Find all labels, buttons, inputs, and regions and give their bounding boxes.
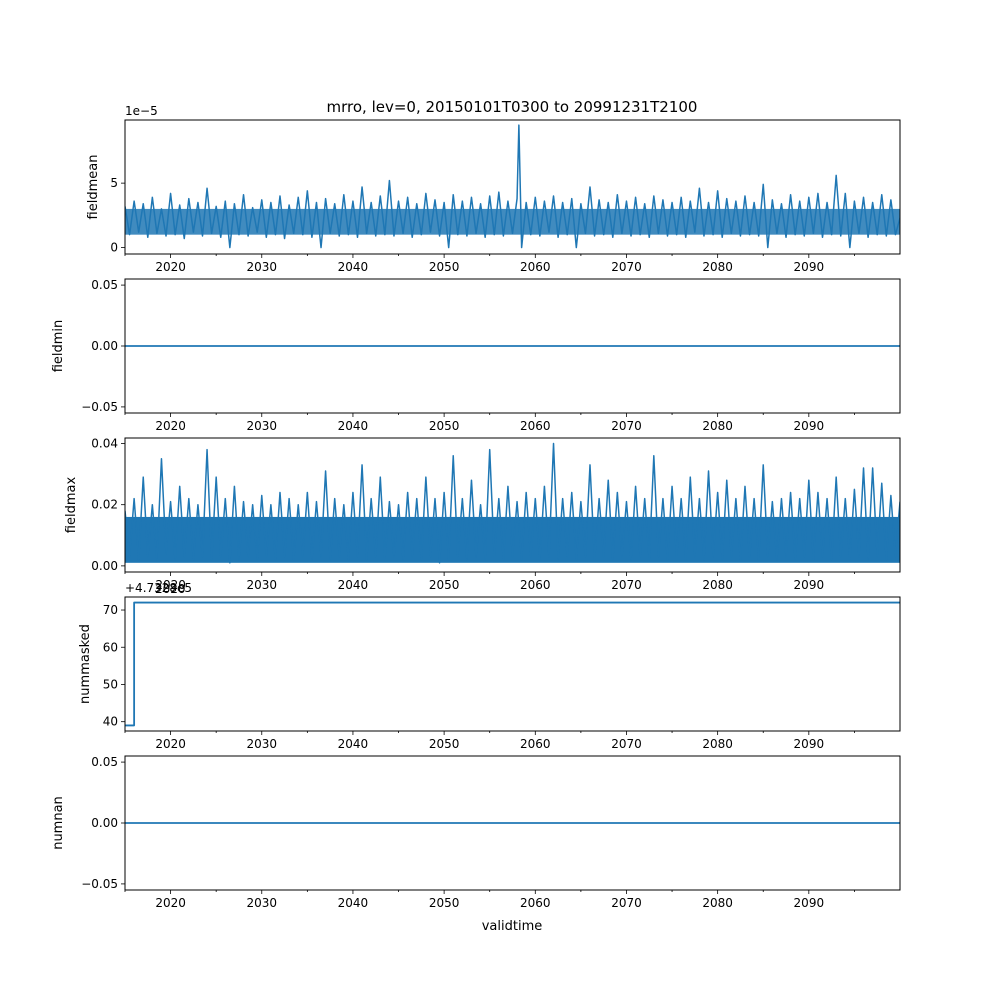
x-tick-label: 2080 (702, 260, 733, 274)
x-tick-label: 2060 (520, 896, 551, 910)
y-tick-label: −0.05 (81, 877, 118, 891)
x-tick-label: 2070 (611, 737, 642, 751)
fieldmin-y-label: fieldmin (51, 320, 66, 373)
x-tick-label: 2040 (338, 896, 369, 910)
x-tick-label: 2030 (246, 737, 277, 751)
x-tick-label: 2020 (155, 260, 186, 274)
x-tick-label: 2090 (794, 419, 825, 433)
fieldmean-data (125, 124, 900, 249)
x-tick-label: 2020 (155, 896, 186, 910)
figure-title: mrro, lev=0, 20150101T0300 to 20991231T2… (327, 98, 698, 116)
fieldmax-y-label: fieldmax (64, 477, 79, 534)
x-tick-label: 2020 (155, 737, 186, 751)
x-tick-label: 2070 (611, 419, 642, 433)
x-tick-label: 2090 (794, 578, 825, 592)
x-tick-label: 2070 (611, 896, 642, 910)
y-tick-label: 40 (103, 715, 118, 729)
fieldmax-panel: 2020 2030 2040 2050 2060 2070 2080 2090 0.00 0.02… (64, 437, 901, 592)
y-tick-label: 0.00 (91, 339, 118, 353)
x-tick-label: 2030 (246, 896, 277, 910)
x-axis-label: validtime (482, 919, 543, 934)
x-tick-label: 2020 (155, 578, 186, 592)
nummasked-axes-frame (124, 596, 901, 732)
x-tick-label: 2040 (338, 260, 369, 274)
fieldmean-y-label: fieldmean (86, 155, 101, 220)
fieldmean-offset-text: 1e−5 (125, 104, 158, 118)
y-tick-label: 0 (110, 241, 118, 255)
fieldmax-series-line (125, 442, 900, 564)
x-tick-label: 2090 (794, 737, 825, 751)
nummasked-x-offset-text: 2020 (155, 582, 186, 596)
x-tick-label: 2090 (794, 896, 825, 910)
x-tick-label: 2060 (520, 419, 551, 433)
y-tick-label: 0.02 (91, 498, 118, 512)
x-tick-label: 2050 (429, 419, 460, 433)
fieldmean-panel: 2020 2030 2040 2050 2060 2070 2080 2090 0 5 fieldm… (86, 104, 901, 274)
y-tick-label: 0.00 (91, 559, 118, 573)
x-tick-label: 2080 (702, 737, 733, 751)
nummasked-offset-text: +4.7328e5 (125, 581, 192, 595)
x-tick-label: 2050 (429, 896, 460, 910)
x-tick-label: 2050 (429, 578, 460, 592)
x-tick-label: 2070 (611, 260, 642, 274)
x-tick-label: 2060 (520, 260, 551, 274)
x-tick-label: 2080 (702, 578, 733, 592)
panels: 2020 2030 2040 2050 2060 2070 2080 2090 0 5 fieldm… (51, 104, 901, 910)
fieldmin-panel: 2020 2030 2040 2050 2060 2070 2080 2090 −0.05 0.0… (51, 278, 901, 433)
x-tick-label: 2060 (520, 737, 551, 751)
fieldmax-data (125, 442, 900, 564)
x-tick-label: 2050 (429, 737, 460, 751)
nummasked-series-line (125, 601, 900, 727)
nummasked-panel: 2020 2030 2040 2050 2060 2070 2080 2090 40 50 60 70… (78, 581, 901, 751)
numnan-y-label: numnan (51, 796, 66, 850)
x-tick-label: 2080 (702, 419, 733, 433)
nummasked-data (125, 601, 900, 727)
x-tick-label: 2040 (338, 419, 369, 433)
x-tick-label: 2050 (429, 260, 460, 274)
x-tick-label: 2040 (338, 737, 369, 751)
numnan-panel: 2020 2030 2040 2050 2060 2070 2080 2090 −0.05 0.0… (51, 755, 901, 910)
x-tick-label: 2030 (246, 260, 277, 274)
y-tick-label: 0.00 (91, 816, 118, 830)
y-tick-label: 50 (103, 677, 118, 691)
x-tick-label: 2060 (520, 578, 551, 592)
x-tick-label: 2090 (794, 260, 825, 274)
x-tick-label: 2070 (611, 578, 642, 592)
y-tick-label: 70 (103, 603, 118, 617)
x-tick-label: 2020 (155, 419, 186, 433)
y-tick-label: 0.05 (91, 755, 118, 769)
x-tick-label: 2040 (338, 578, 369, 592)
y-tick-label: 60 (103, 640, 118, 654)
y-tick-label: −0.05 (81, 400, 118, 414)
y-tick-label: 5 (110, 176, 118, 190)
x-tick-label: 2030 (246, 419, 277, 433)
y-tick-label: 0.04 (91, 437, 118, 451)
nummasked-y-label: nummasked (78, 624, 93, 704)
y-tick-label: 0.05 (91, 278, 118, 292)
fieldmean-series-line (125, 124, 900, 249)
fieldmean-axes-frame (124, 119, 901, 255)
x-tick-label: 2080 (702, 896, 733, 910)
x-tick-label: 2030 (246, 578, 277, 592)
